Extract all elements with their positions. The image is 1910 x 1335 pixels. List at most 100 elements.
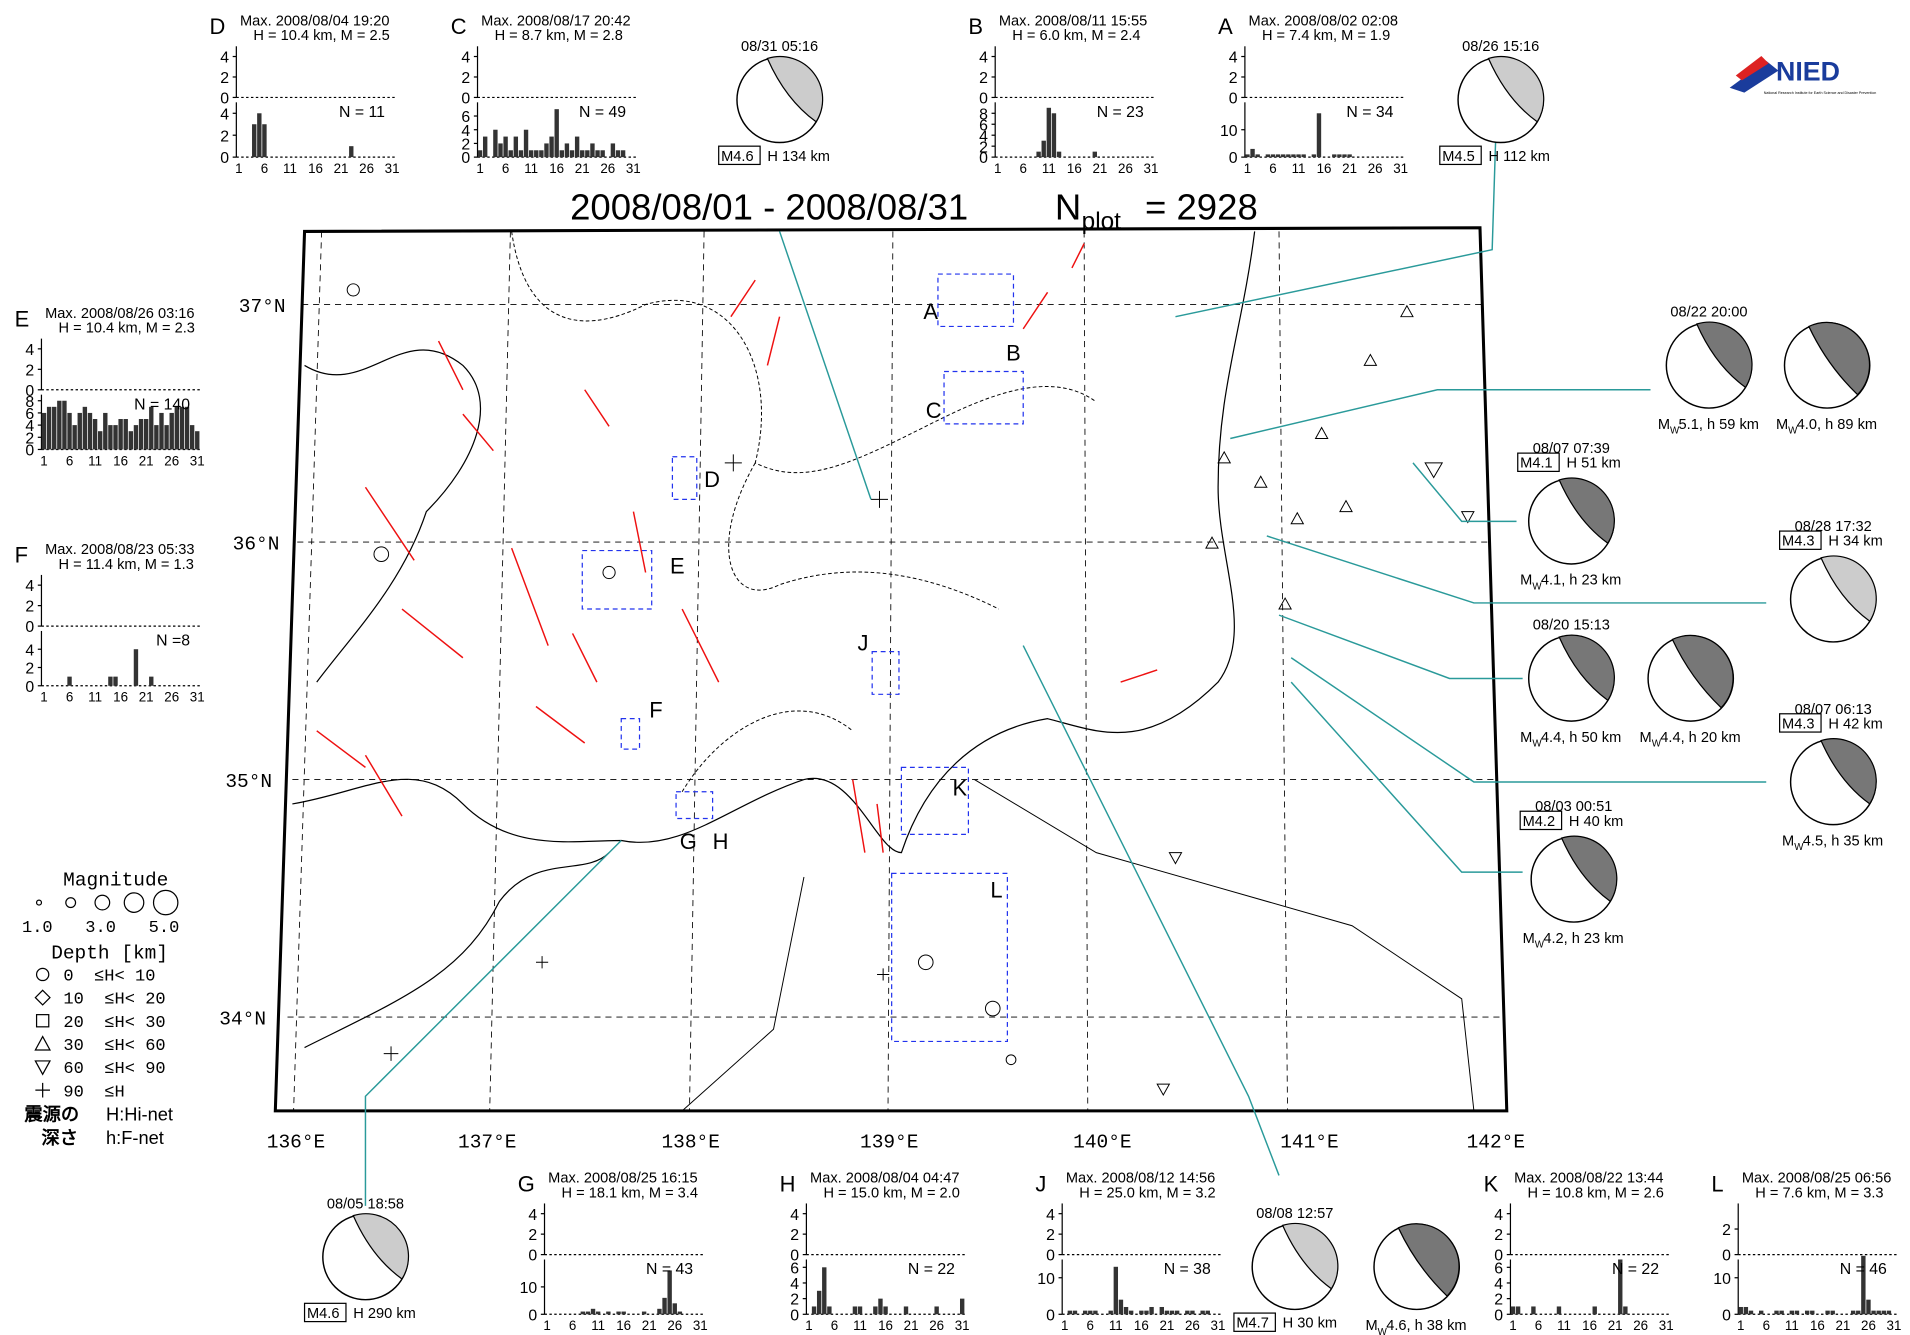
day-label: 21	[334, 161, 349, 176]
count-tick-label: 10	[1220, 123, 1238, 140]
count-bar	[349, 146, 353, 157]
mw-symbol: M	[1776, 417, 1788, 433]
count-bar	[621, 150, 625, 157]
legend-note: h:F-net	[106, 1127, 164, 1148]
count-bar	[154, 425, 158, 449]
panel-letter: G	[518, 1171, 535, 1196]
count-bar	[549, 137, 553, 158]
count-bar	[1831, 1311, 1835, 1315]
m-tick-label: 4	[979, 50, 988, 67]
day-label: 21	[1835, 1318, 1850, 1333]
count-bar	[590, 143, 594, 157]
count-bar	[144, 419, 148, 449]
day-label: 31	[190, 690, 205, 705]
day-label: 16	[549, 161, 564, 176]
count-bar	[570, 150, 574, 157]
panel-params: H = 25.0 km, M = 3.2	[1079, 1185, 1215, 1201]
count-bar	[1887, 1311, 1891, 1315]
logo-subtext: National Research Institute for Earth Sc…	[1764, 91, 1877, 95]
m-tick-label: 0	[1229, 91, 1238, 108]
count-bar	[1088, 1311, 1092, 1315]
count-bar	[88, 413, 92, 450]
legend-depth-row: 0 ≤H< 10	[63, 968, 155, 987]
mechanism-magnitude: M4.6	[307, 1306, 339, 1322]
day-label: 26	[359, 161, 374, 176]
count-bar	[1129, 1311, 1133, 1315]
day-label: 31	[955, 1318, 970, 1333]
count-bar	[1749, 1311, 1753, 1315]
panel-max: Max. 2008/08/12 14:56	[1066, 1171, 1215, 1187]
region-label: H	[713, 829, 729, 854]
count-bar	[124, 419, 128, 449]
count-bar	[1266, 154, 1270, 157]
panel-max: Max. 2008/08/25 06:56	[1742, 1171, 1891, 1187]
count-bar	[129, 431, 133, 449]
legend-depth-row: 90 ≤H	[63, 1083, 124, 1102]
count-bar	[600, 150, 604, 157]
count-bar	[1047, 108, 1051, 157]
day-label: 6	[261, 161, 268, 176]
day-label: 21	[642, 1318, 657, 1333]
count-bar	[67, 677, 71, 686]
panel-max: Max. 2008/08/22 13:44	[1514, 1171, 1663, 1187]
count-bar	[503, 137, 507, 158]
m-tick-label: 0	[220, 91, 229, 108]
panel-params: H = 15.0 km, M = 2.0	[823, 1185, 959, 1201]
m-tick-label: 2	[25, 599, 34, 616]
region-label: K	[953, 775, 968, 800]
panel-letter: H	[780, 1171, 796, 1196]
legend-depth-row: 60 ≤H< 90	[63, 1060, 165, 1079]
legend-magnitude: 1.0	[22, 919, 53, 938]
count-bar	[134, 649, 138, 686]
lon-label: 139°E	[860, 1131, 918, 1153]
m-tick-label: 2	[220, 70, 229, 87]
region-label: G	[680, 829, 697, 854]
day-label: 1	[805, 1318, 812, 1333]
mw-value: 4.0, h 89 km	[1797, 417, 1877, 433]
day-label: 31	[693, 1318, 708, 1333]
m-tick-label: 0	[461, 91, 470, 108]
day-label: 6	[569, 1318, 576, 1333]
day-label: 31	[1211, 1318, 1226, 1333]
count-bar	[812, 1306, 816, 1314]
count-bar	[544, 143, 548, 157]
day-label: 6	[1020, 161, 1027, 176]
legend-note: 震源の	[24, 1104, 79, 1125]
count-bar	[534, 150, 538, 157]
panel-letter: L	[1711, 1171, 1723, 1196]
day-label: 26	[667, 1318, 682, 1333]
count-tick-label: 6	[461, 109, 470, 126]
count-bar	[83, 407, 87, 450]
day-label: 6	[831, 1318, 838, 1333]
count-bar	[1160, 1307, 1164, 1314]
mw-value: 4.2, h 23 km	[1543, 931, 1623, 947]
m-tick-label: 0	[528, 1248, 537, 1265]
lat-label: 37°N	[239, 296, 286, 318]
day-label: 1	[40, 453, 47, 468]
count-bar	[678, 1312, 682, 1315]
count-tick-label: 10	[1713, 1271, 1731, 1288]
count-bar	[1531, 1306, 1535, 1314]
count-bar	[1200, 1311, 1204, 1315]
panel-letter: B	[968, 14, 983, 39]
day-label: 11	[1557, 1318, 1571, 1333]
panel-n: N = 49	[579, 104, 626, 121]
count-bar	[514, 137, 518, 158]
count-bar	[67, 413, 71, 450]
count-bar	[483, 137, 487, 158]
count-tick-label: 6	[790, 1260, 799, 1277]
count-bar	[1744, 1307, 1748, 1314]
m-tick-label: 2	[979, 70, 988, 87]
region-label: J	[858, 630, 869, 655]
title: 2008/08/01 - 2008/08/31	[570, 186, 968, 227]
count-bar	[257, 113, 261, 157]
panel-n: N = 11	[339, 104, 385, 121]
panel-max: Max. 2008/08/23 05:33	[45, 542, 194, 558]
count-bar	[1114, 1267, 1118, 1315]
day-label: 16	[308, 161, 323, 176]
count-bar	[52, 407, 56, 450]
mechanism-magnitude: M4.2	[1523, 814, 1555, 830]
panel-n: N = 38	[1164, 1261, 1211, 1278]
day-label: 1	[476, 161, 483, 176]
count-bar	[1286, 154, 1290, 157]
